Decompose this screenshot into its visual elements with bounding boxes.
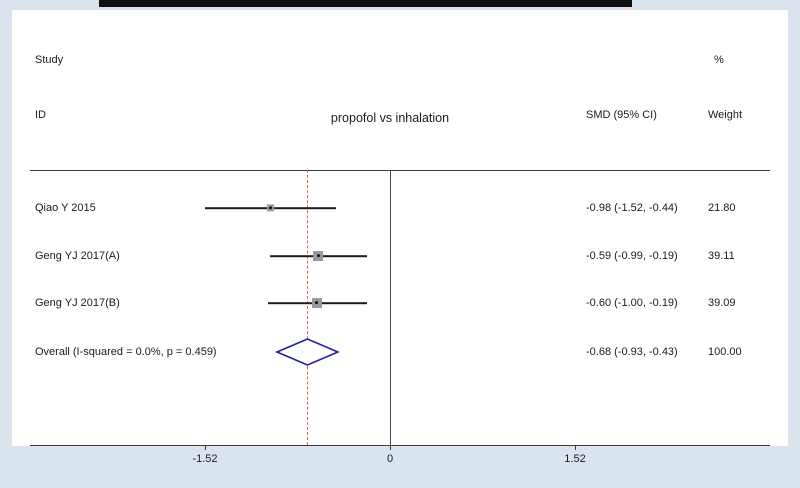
smd-value: -0.60 (-1.00, -0.19) [586,297,678,309]
pooled-dashed-line [307,170,309,445]
effect-marker [312,298,322,308]
weight-value: 39.11 [708,250,735,262]
header-weight-line1: % [714,54,724,66]
weight-value: 21.80 [708,202,736,214]
overall-label: Overall (I-squared = 0.0%, p = 0.459) [35,346,217,358]
header-study-line2: ID [35,109,46,121]
overall-smd-value: -0.68 (-0.93, -0.43) [586,346,678,358]
x-tick [205,445,206,450]
x-tick [390,445,391,450]
header-weight-line2: Weight [708,109,743,121]
smd-value: -0.98 (-1.52, -0.44) [586,202,678,214]
x-tick [574,445,576,450]
smd-value: -0.59 (-0.99, -0.19) [586,250,678,262]
x-tick-label: 0 [386,453,394,465]
weight-value: 39.09 [708,297,736,309]
marker-dot [269,206,273,210]
overall-weight-value: 100.00 [708,346,742,358]
top-crop-bar [99,0,632,7]
plot-title: propofol vs inhalation [330,111,450,125]
zero-line [390,170,391,445]
marker-dot [315,301,319,305]
header-separator [30,170,770,171]
study-id: Qiao Y 2015 [35,202,96,214]
study-id: Geng YJ 2017(A) [35,250,120,262]
overall-diamond [274,338,340,366]
x-axis-line [30,445,770,446]
x-tick-label: -1.52 [192,453,218,465]
header-smd: SMD (95% CI) [586,109,657,121]
study-id: Geng YJ 2017(B) [35,297,120,309]
plot-panel [12,10,788,446]
header-study-line1: Study [35,54,64,66]
effect-marker [313,251,324,261]
effect-marker [267,204,275,212]
marker-dot [316,254,320,258]
x-tick-label: 1.52 [564,453,586,465]
